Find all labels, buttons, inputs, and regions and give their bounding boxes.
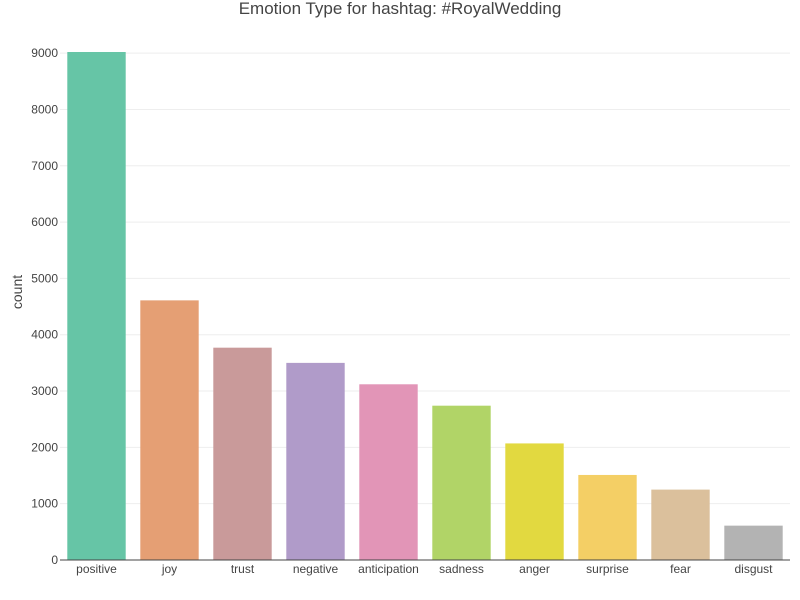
y-tick-label: 7000 bbox=[31, 159, 58, 173]
x-tick-label-positive: positive bbox=[76, 562, 117, 576]
y-tick-labels: 0 1000 2000 3000 4000 5000 6000 7000 8000 9000 bbox=[31, 46, 58, 567]
y-axis-title: count bbox=[9, 275, 25, 309]
bar-trust[interactable] bbox=[213, 347, 272, 560]
bar-negative[interactable] bbox=[286, 362, 345, 560]
y-tick-label: 3000 bbox=[31, 384, 58, 398]
chart-title: Emotion Type for hashtag: #RoyalWedding bbox=[239, 0, 562, 18]
bar-sadness[interactable] bbox=[432, 405, 491, 560]
y-tick-label: 8000 bbox=[31, 102, 58, 116]
y-tick-label: 1000 bbox=[31, 497, 58, 511]
bar-joy[interactable] bbox=[140, 300, 199, 560]
x-tick-label-disgust: disgust bbox=[734, 562, 773, 576]
y-tick-label: 2000 bbox=[31, 440, 58, 454]
x-tick-label-anticipation: anticipation bbox=[358, 562, 419, 576]
y-tick-label: 4000 bbox=[31, 328, 58, 342]
x-tick-label-joy: joy bbox=[161, 562, 177, 576]
bar-surprise[interactable] bbox=[578, 474, 637, 560]
x-tick-label-fear: fear bbox=[670, 562, 691, 576]
y-tick-label: 5000 bbox=[31, 271, 58, 285]
bar-positive[interactable] bbox=[67, 52, 126, 560]
x-tick-label-trust: trust bbox=[231, 562, 255, 576]
bar-fear[interactable] bbox=[651, 489, 710, 560]
y-tick-label: 9000 bbox=[31, 46, 58, 60]
x-tick-labels: positive joy trust negative anticipation sadn… bbox=[76, 562, 773, 576]
x-tick-label-sadness: sadness bbox=[439, 562, 484, 576]
x-tick-label-surprise: surprise bbox=[586, 562, 629, 576]
bar-anticipation[interactable] bbox=[359, 384, 418, 560]
x-tick-label-negative: negative bbox=[293, 562, 339, 576]
bars bbox=[67, 52, 783, 560]
x-tick-label-anger: anger bbox=[519, 562, 550, 576]
bar-disgust[interactable] bbox=[724, 525, 783, 560]
bar-anger[interactable] bbox=[505, 443, 564, 560]
y-tick-label: 6000 bbox=[31, 215, 58, 229]
y-tick-label: 0 bbox=[51, 553, 58, 567]
